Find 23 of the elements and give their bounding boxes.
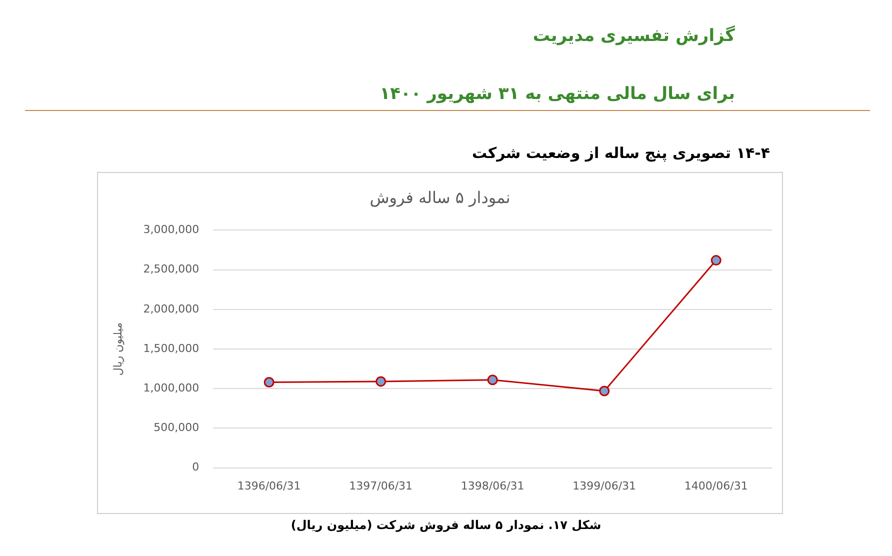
point (376, 376, 386, 387)
x-tick-label: 1398/06/31 (460, 479, 524, 492)
y-tick-label: 500,000 (154, 421, 200, 434)
text: ۱۴-۴ تصویری پنج ساله از وضعیت شرکت (472, 144, 770, 162)
point (487, 374, 498, 386)
y-axis-title: میلیون ریال (111, 322, 124, 376)
y-tick-label: 0 (192, 460, 200, 474)
x-tick-label: 1396/06/31 (237, 479, 301, 492)
x-tick-label: 1397/06/31 (349, 479, 413, 492)
point (599, 386, 610, 396)
point (710, 255, 722, 266)
point (264, 377, 274, 388)
x-tick-label: 1400/06/31 (684, 479, 748, 492)
y-tick-label: 1,500,000 (143, 342, 200, 355)
text: برای سال مالی منتهی به ۳۱ شهریور ۱۴۰۰ (380, 84, 735, 104)
x-tick-label: 1399/06/31 (572, 479, 636, 492)
y-tick-label: 2,000,000 (143, 302, 200, 316)
y-tick-label: 1,000,000 (143, 381, 200, 394)
y-tick-label: 3,000,000 (143, 223, 200, 236)
text: گزارش تفسیری مدیریت (532, 26, 735, 46)
text: شکل ۱۷. نمودار ۵ ساله فروش شرکت (میلیون ریال) (290, 518, 602, 532)
chart-title: نمودار ۵ ساله فروش (370, 188, 510, 207)
y-tick-label: 2,500,000 (143, 262, 200, 276)
